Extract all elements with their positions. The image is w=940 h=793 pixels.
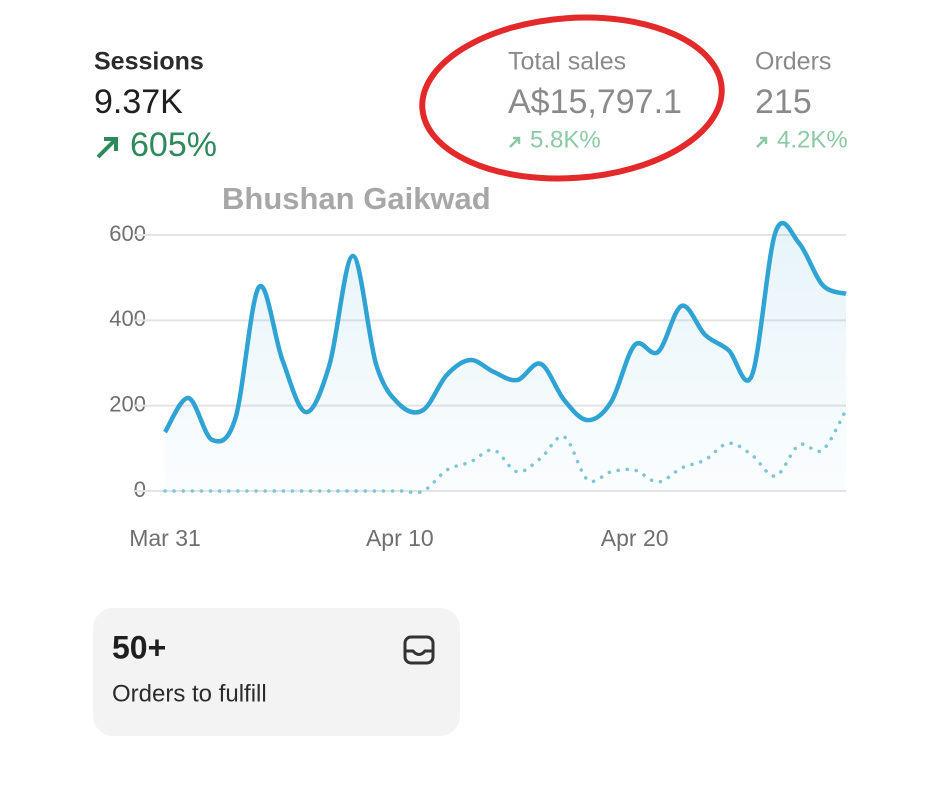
area xyxy=(165,223,846,491)
watermark: Bhushan Gaikwad xyxy=(222,181,491,216)
metric-change: 4.2K% xyxy=(777,126,848,153)
y-tick-label: 600 xyxy=(109,221,146,246)
chart: 0 200 400 600 Mar 31 Apr 10 Apr 20 xyxy=(109,220,848,551)
x-tick-label: Mar 31 xyxy=(129,525,201,551)
y-tick-label: 0 xyxy=(134,477,146,502)
card-label: Orders to fulfill xyxy=(112,680,267,707)
highlight-circle xyxy=(419,14,725,182)
metric-label: Orders xyxy=(755,48,831,76)
up-arrow xyxy=(96,137,118,159)
up-arrow xyxy=(756,136,768,148)
metric-value: A$15,797.1 xyxy=(508,83,682,121)
metric-change: 605% xyxy=(130,126,217,164)
metric-label: Total sales xyxy=(508,48,626,76)
up-arrow xyxy=(509,136,521,148)
x-tick-label: Apr 20 xyxy=(601,525,669,551)
card-value: 50+ xyxy=(112,629,166,665)
y-tick-label: 200 xyxy=(109,391,146,416)
card[interactable] xyxy=(93,608,460,736)
metric-value: 9.37K xyxy=(94,83,183,121)
x-tick-label: Apr 10 xyxy=(366,525,434,551)
line xyxy=(163,408,848,495)
metric-label: Sessions xyxy=(94,48,204,76)
line xyxy=(163,220,847,444)
metric-value: 215 xyxy=(755,83,812,121)
inbox-icon xyxy=(403,635,435,665)
y-tick-label: 400 xyxy=(109,306,146,331)
metric-change: 5.8K% xyxy=(530,126,601,153)
